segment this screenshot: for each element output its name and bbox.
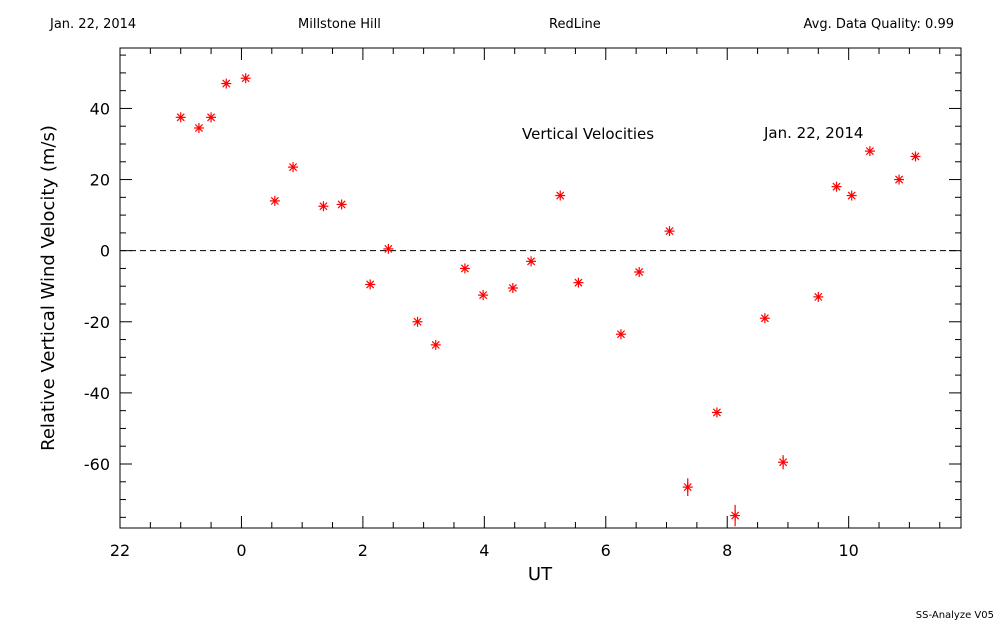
data-point — [459, 263, 470, 274]
data-point — [864, 146, 875, 157]
data-point — [318, 201, 329, 212]
y-tick-label: 20 — [90, 171, 110, 190]
data-point — [910, 151, 921, 162]
header-instrument: RedLine — [549, 17, 601, 32]
data-point — [430, 339, 441, 350]
data-point — [846, 190, 857, 201]
data-point — [831, 181, 842, 192]
data-point — [383, 243, 394, 254]
data-point — [615, 329, 626, 340]
y-tick-label: -60 — [84, 455, 110, 474]
data-points — [175, 73, 921, 527]
data-point — [240, 73, 251, 84]
y-tick-label: 0 — [100, 242, 110, 261]
data-point — [193, 123, 204, 133]
x-tick-label: 6 — [601, 541, 611, 560]
data-point — [634, 267, 645, 277]
data-point — [759, 313, 770, 324]
data-point — [813, 291, 824, 302]
data-point — [412, 316, 423, 327]
data-point — [206, 112, 217, 123]
header-date: Jan. 22, 2014 — [50, 17, 137, 32]
annotation-date: Jan. 22, 2014 — [763, 124, 863, 142]
data-point — [269, 195, 280, 206]
data-point — [288, 162, 299, 173]
data-point — [778, 455, 789, 470]
data-point — [365, 279, 376, 290]
x-tick-label: 10 — [838, 541, 858, 560]
data-point — [664, 226, 675, 237]
header-quality: Avg. Data Quality: 0.99 — [803, 17, 954, 32]
x-tick-label: 2 — [358, 541, 368, 560]
data-point — [478, 290, 489, 301]
data-point — [682, 478, 693, 496]
data-point — [526, 256, 537, 267]
y-axis-label: Relative Vertical Wind Velocity (m/s) — [38, 125, 59, 451]
data-point — [175, 112, 186, 123]
data-point — [507, 283, 518, 293]
data-point — [711, 407, 722, 418]
data-point — [573, 277, 584, 288]
y-tick-label: -40 — [84, 384, 110, 403]
y-axis: 40 20 0 -20 -40 -60 — [84, 54, 961, 518]
plot-frame — [119, 47, 962, 529]
data-point — [555, 190, 566, 201]
y-tick-label: -20 — [84, 313, 110, 332]
data-point — [221, 78, 232, 89]
data-point — [336, 199, 347, 210]
x-tick-label: 4 — [479, 541, 489, 560]
footer-software: SS-Analyze V05 — [915, 610, 994, 621]
x-axis-label: UT — [528, 564, 553, 585]
y-tick-label: 40 — [90, 99, 110, 118]
x-tick-label: 0 — [236, 541, 246, 560]
data-point — [730, 504, 741, 527]
x-tick-label: 22 — [110, 541, 130, 560]
header-site: Millstone Hill — [298, 17, 381, 32]
annotation-title: Vertical Velocities — [522, 125, 654, 143]
data-point — [894, 174, 905, 185]
x-axis: 22 0 2 4 6 8 10 — [110, 48, 941, 560]
x-tick-label: 8 — [722, 541, 732, 560]
